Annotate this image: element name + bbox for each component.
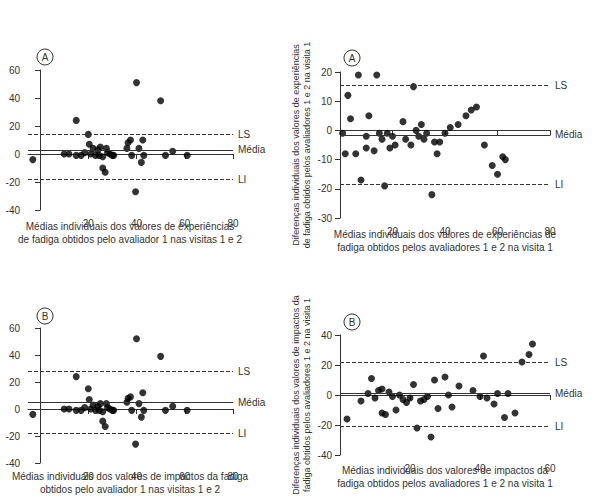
svg-text:40: 40 (474, 463, 486, 474)
svg-text:Médias individuais dos valores: Médias individuais dos valores de impact… (342, 465, 549, 476)
svg-text:A: A (42, 52, 49, 63)
svg-text:20: 20 (321, 360, 333, 371)
svg-text:fadiga obtidos pelos avaliador: fadiga obtidos pelos avaliadores 1 e 2 n… (337, 242, 553, 253)
svg-text:fadiga obtidos pelos avaliador: fadiga obtidos pelos avaliadores 1 e 2 n… (302, 298, 312, 492)
svg-text:20: 20 (9, 121, 21, 132)
svg-text:de fadiga obtidos pelo avaliad: de fadiga obtidos pelo avaliador 1 nas v… (18, 234, 242, 245)
svg-text:40: 40 (131, 218, 143, 229)
svg-text:60: 60 (9, 65, 21, 76)
svg-text:40: 40 (321, 330, 333, 341)
svg-text:20: 20 (404, 463, 416, 474)
svg-text:20: 20 (9, 377, 21, 388)
svg-text:Médias individuais dos valores: Médias individuais dos valores de impact… (12, 471, 249, 482)
svg-text:10: 10 (321, 96, 333, 107)
svg-text:LI: LI (555, 421, 563, 432)
svg-text:Diferenças individuais dos val: Diferenças individuais dos valores de im… (291, 295, 301, 495)
svg-text:B: B (42, 311, 49, 322)
svg-text:60: 60 (179, 218, 191, 229)
svg-text:A: A (349, 53, 356, 64)
svg-text:0: 0 (326, 125, 332, 136)
svg-text:-20: -20 (6, 177, 21, 188)
svg-text:LI: LI (555, 179, 563, 190)
svg-text:Diferenças individuais dos val: Diferenças individuais dos valores de ex… (291, 44, 301, 246)
svg-text:-30: -30 (318, 213, 333, 224)
svg-text:20: 20 (83, 218, 95, 229)
svg-text:Médias individuais dos valores: Médias individuais dos valores de experi… (333, 229, 557, 240)
svg-text:LS: LS (555, 357, 568, 368)
svg-text:LI: LI (238, 428, 246, 439)
svg-text:LS: LS (555, 80, 568, 91)
svg-text:B: B (349, 317, 356, 328)
svg-text:80: 80 (227, 471, 239, 482)
svg-text:LI: LI (238, 174, 246, 185)
svg-text:-40: -40 (318, 450, 333, 461)
svg-text:60: 60 (179, 471, 191, 482)
svg-text:40: 40 (131, 471, 143, 482)
svg-text:60: 60 (9, 323, 21, 334)
svg-text:60: 60 (492, 226, 504, 237)
svg-text:fadiga obtidos pelos avaliador: fadiga obtidos pelos avaliadores 1 e 2 n… (337, 478, 553, 489)
svg-text:de fadiga obtidos pelos avalia: de fadiga obtidos pelos avaliadores 1 e … (302, 42, 312, 249)
svg-text:0: 0 (326, 390, 332, 401)
svg-text:LS: LS (238, 366, 251, 377)
svg-text:-10: -10 (318, 154, 333, 165)
svg-text:LS: LS (238, 129, 251, 140)
svg-text:-40: -40 (6, 458, 21, 469)
svg-text:Média: Média (555, 129, 583, 140)
svg-text:20: 20 (83, 471, 95, 482)
svg-text:obtidos pelo avaliador 1 nas v: obtidos pelo avaliador 1 nas visitas 1 e… (40, 484, 221, 495)
svg-text:80: 80 (227, 218, 239, 229)
svg-text:20: 20 (387, 226, 399, 237)
svg-text:0: 0 (14, 149, 20, 160)
svg-text:-40: -40 (6, 205, 21, 216)
svg-text:80: 80 (544, 226, 556, 237)
svg-text:Média: Média (238, 397, 266, 408)
svg-text:20: 20 (321, 67, 333, 78)
svg-text:40: 40 (439, 226, 451, 237)
svg-text:40: 40 (9, 350, 21, 361)
svg-text:Média: Média (238, 144, 266, 155)
svg-text:-20: -20 (6, 431, 21, 442)
svg-text:0: 0 (14, 404, 20, 415)
svg-text:-20: -20 (318, 420, 333, 431)
svg-text:Média: Média (555, 388, 583, 399)
svg-text:60: 60 (544, 463, 556, 474)
svg-text:Médias individuais dos valores: Médias individuais dos valores de experi… (25, 221, 235, 232)
svg-text:-20: -20 (318, 183, 333, 194)
svg-text:40: 40 (9, 93, 21, 104)
